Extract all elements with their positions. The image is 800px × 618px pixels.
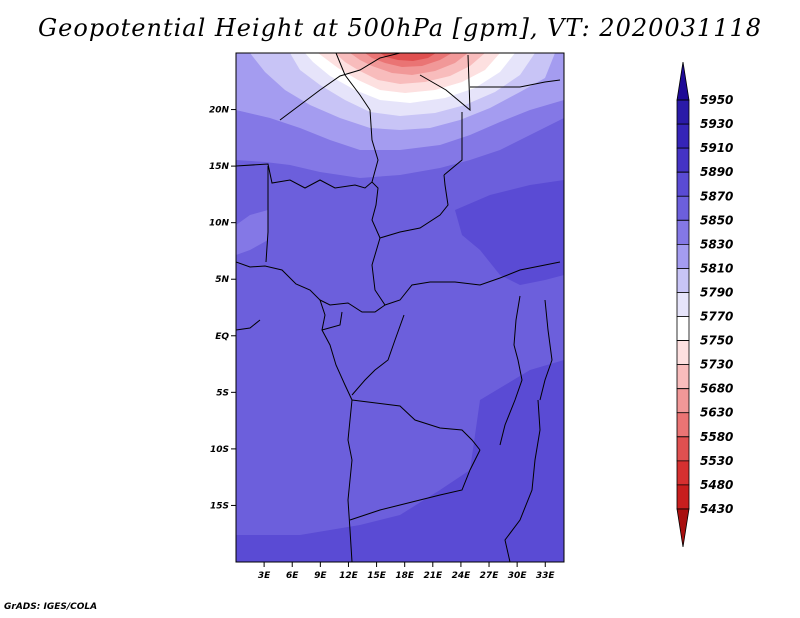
contour-band-5870 <box>236 360 564 562</box>
colorbar-swatch <box>676 364 690 390</box>
colorbar-swatch <box>676 412 690 438</box>
height-field <box>236 53 564 562</box>
border <box>265 166 269 263</box>
colorbar-swatch <box>676 292 690 317</box>
colorbar-label: 5890 <box>700 165 733 179</box>
colorbar-swatch <box>676 460 690 486</box>
colorbar-label: 5790 <box>700 285 733 299</box>
colorbar-label: 5480 <box>700 478 733 492</box>
x-tick-label: 27E <box>480 571 500 581</box>
x-tick-label: 24E <box>452 571 472 581</box>
y-tick-label: 20N <box>209 106 230 116</box>
colorbar-label: 5430 <box>700 502 733 516</box>
axes: 3E 6E 9E 12E 15E 18E 21E 24E 27E 30E 33E 20N 15N 10N 5… <box>209 106 556 581</box>
colorbar-swatch <box>676 484 690 510</box>
country-boundaries <box>236 53 561 562</box>
colorbar-swatch <box>676 219 690 245</box>
x-tick-label: 30E <box>508 571 528 581</box>
colorbar-label: 5830 <box>700 237 733 251</box>
colorbar-label: 5870 <box>700 189 733 203</box>
border <box>319 299 386 313</box>
colorbar-swatch <box>676 340 690 366</box>
coastline <box>236 261 353 562</box>
x-tick-label: 9E <box>314 571 327 581</box>
colorbar-label: 5810 <box>700 261 733 275</box>
contour-band-5830 <box>236 210 268 255</box>
grads-credit: GrADS: IGES/COLA <box>4 602 98 612</box>
colorbar-swatch <box>676 243 690 269</box>
colorbar-label: 5580 <box>700 430 733 444</box>
colorbar-swatch <box>676 147 690 173</box>
border <box>443 112 463 176</box>
x-tick-label: 18E <box>395 571 415 581</box>
border <box>236 319 261 331</box>
y-tick-label: 10S <box>210 445 229 455</box>
colorbar-label: 5850 <box>700 213 733 227</box>
border <box>419 54 471 112</box>
colorbar-label: 5770 <box>700 310 733 324</box>
colorbar-label: 5750 <box>700 334 733 348</box>
colorbar-label: 5910 <box>700 141 733 155</box>
y-tick-label: 10N <box>209 219 230 229</box>
border <box>351 399 481 451</box>
colorbar-label: 5680 <box>700 382 733 396</box>
map-frame <box>235 52 565 563</box>
colorbar: 5950 5930 5910 5890 5870 5850 5830 5810 5790 5770… <box>676 61 733 548</box>
y-tick-label: 15S <box>210 501 229 511</box>
colorbar-label: 5950 <box>700 93 733 107</box>
colorbar-label: 5530 <box>700 454 733 468</box>
border <box>470 79 561 88</box>
chart-title: Geopotential Height at 500hPa [gpm], VT:… <box>38 14 762 42</box>
colorbar-swatch <box>676 436 690 462</box>
border <box>371 237 561 306</box>
colorbar-swatch <box>676 316 690 341</box>
x-tick-label: 15E <box>367 571 387 581</box>
colorbar-swatch <box>676 388 690 414</box>
x-tick-label: 33E <box>536 571 556 581</box>
contour-band-5870 <box>455 180 564 285</box>
colorbar-swatch <box>676 123 690 149</box>
y-tick-label: 5N <box>215 275 229 285</box>
colorbar-label: 5930 <box>700 117 733 131</box>
border <box>349 449 481 521</box>
border <box>321 311 343 331</box>
y-tick-label: 5S <box>216 388 229 398</box>
colorbar-swatch <box>676 268 690 293</box>
colorbar-label: 5630 <box>700 406 733 420</box>
x-tick-label: 3E <box>258 571 271 581</box>
colorbar-swatch <box>676 195 690 221</box>
border <box>279 53 401 121</box>
colorbar-swatch <box>676 99 690 125</box>
y-tick-label: EQ <box>215 332 229 342</box>
colorbar-label: 5730 <box>700 358 733 372</box>
y-tick-label: 15N <box>209 162 230 172</box>
x-tick-label: 21E <box>423 571 443 581</box>
colorbar-swatch <box>676 171 690 197</box>
colorbar-swatch <box>676 61 690 101</box>
colorbar-swatch <box>676 508 690 548</box>
border <box>504 399 541 562</box>
border <box>539 299 553 401</box>
x-tick-label: 12E <box>339 571 359 581</box>
border <box>499 295 523 446</box>
x-tick-label: 6E <box>286 571 299 581</box>
border <box>236 163 449 239</box>
border <box>351 314 405 396</box>
